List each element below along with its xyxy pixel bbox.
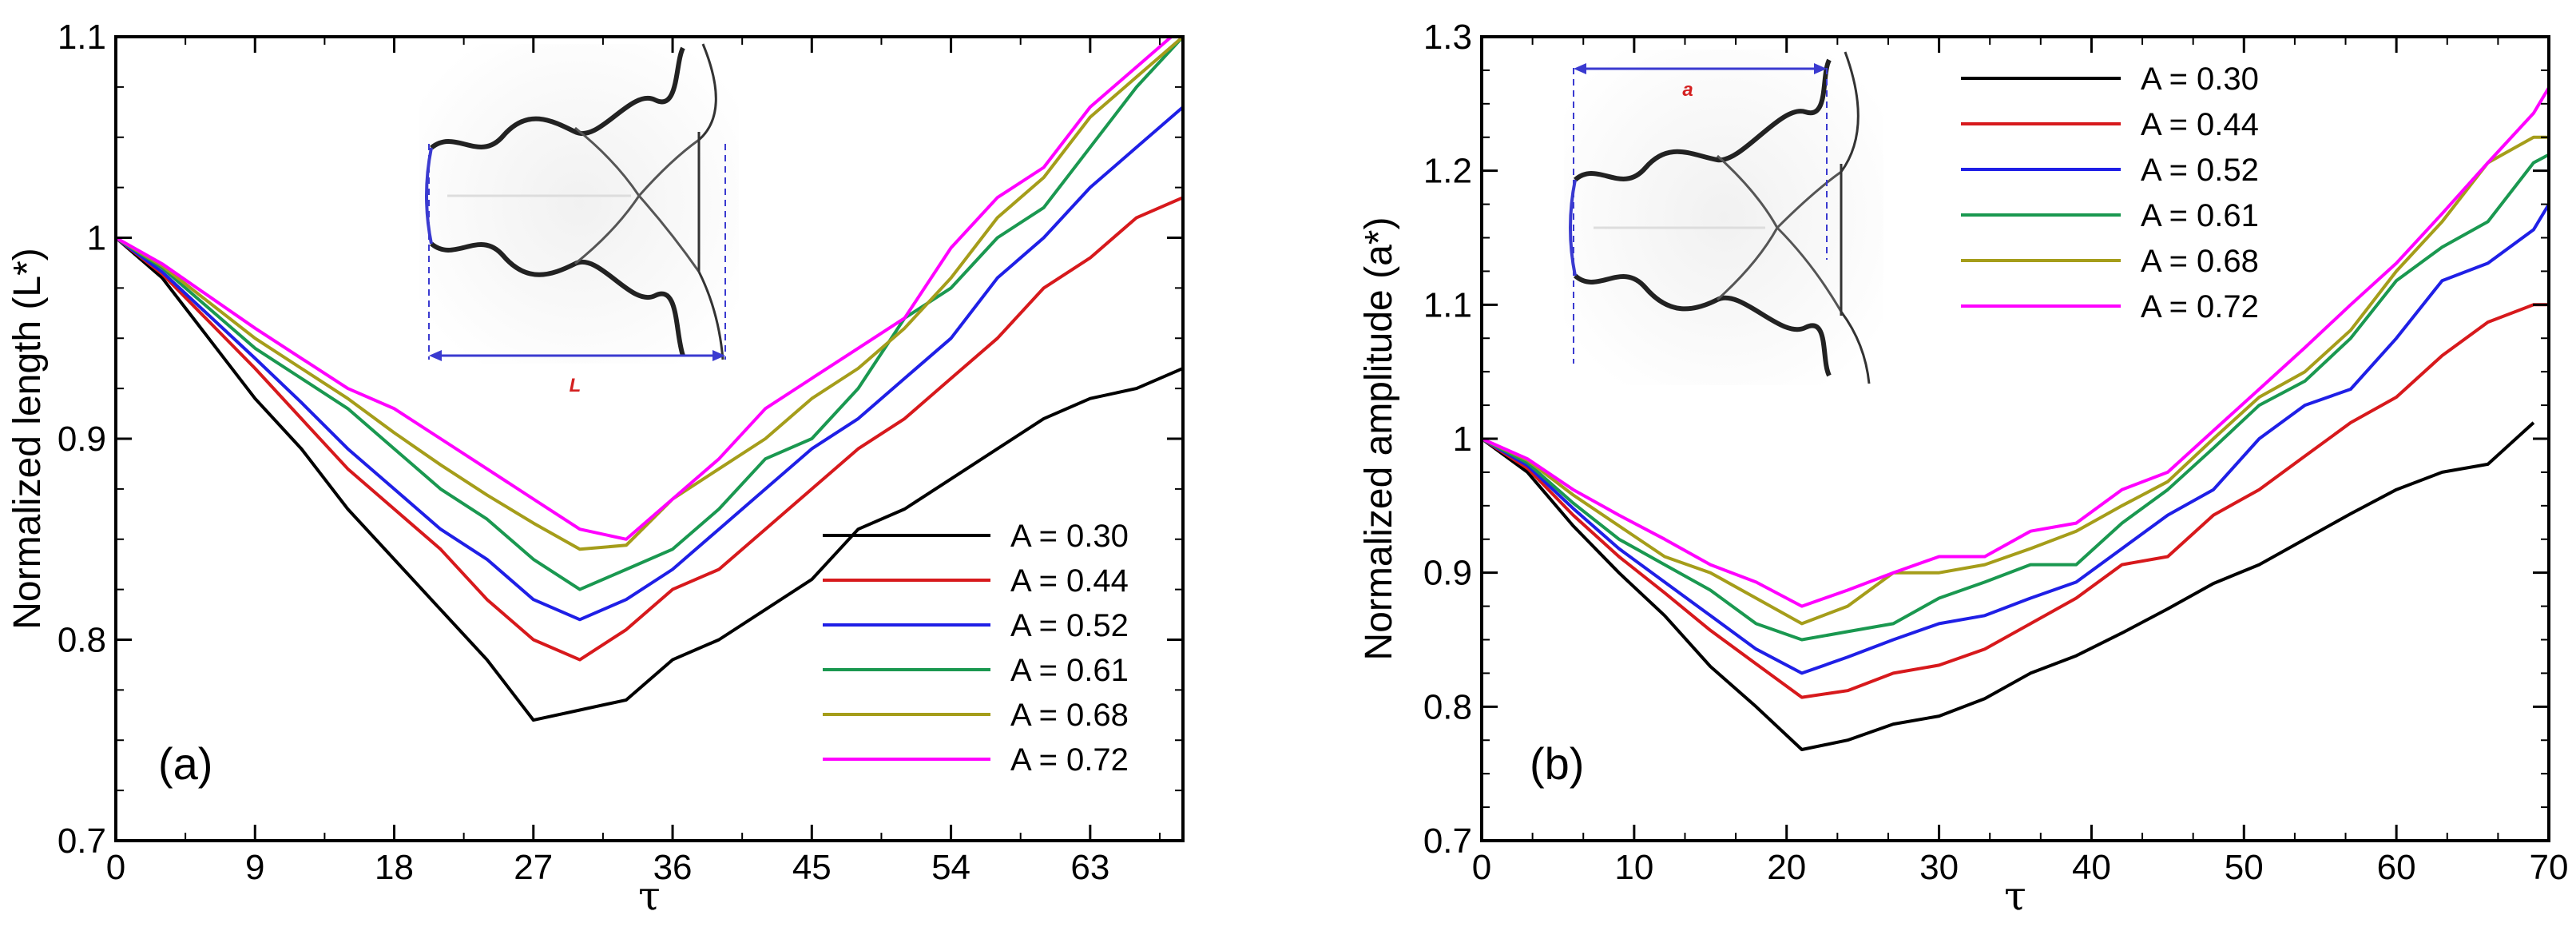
x-tick-label: 30 xyxy=(1919,848,1959,887)
panel-a-length: L 0 9 18 27 36 45 54 63 0.7 0.8 0.9 1 1.1 τ Normali… xyxy=(6,18,1185,919)
inset-b-left-edge xyxy=(1569,179,1577,277)
legend-label: A = 0.52 xyxy=(2141,153,2259,188)
legend-label: A = 0.30 xyxy=(1010,519,1129,554)
panel-b-legend: A = 0.30 A = 0.44 A = 0.52 A = 0.61 A = 0.68… xyxy=(1961,62,2259,324)
panel-a-legend: A = 0.30 A = 0.44 A = 0.52 A = 0.61 A = 0.68… xyxy=(823,519,1129,778)
legend-label: A = 0.61 xyxy=(1010,653,1129,688)
y-tick-label: 0.7 xyxy=(1423,822,1472,861)
panel-b-series-line-0 xyxy=(1482,421,2535,751)
panel-b-series-line-1 xyxy=(1482,303,2549,699)
panel-b-x-ticks: 0 10 20 30 40 50 60 70 xyxy=(1472,37,2569,887)
y-tick-label: 1 xyxy=(1453,420,1472,459)
x-tick-label: 0 xyxy=(1472,848,1491,887)
legend-label: A = 0.72 xyxy=(2141,289,2259,324)
y-tick-label: 0.9 xyxy=(58,420,106,459)
panel-b-series-line-3 xyxy=(1482,153,2549,642)
inset-b-shock-outer xyxy=(1840,51,1871,384)
panel-b-label: (b) xyxy=(1530,738,1584,789)
panel-b-series-line-5 xyxy=(1482,86,2549,608)
x-tick-label: 9 xyxy=(245,848,264,887)
y-tick-label: 1.2 xyxy=(1423,152,1472,191)
y-tick-label: 1.3 xyxy=(1423,18,1472,57)
y-tick-label: 0.7 xyxy=(58,822,106,861)
panel-a-series xyxy=(116,37,1183,722)
inset-b-background xyxy=(1564,50,1883,385)
inset-b-arrowhead-left xyxy=(1574,63,1586,74)
x-tick-label: 18 xyxy=(375,848,414,887)
panel-a-series-line-0 xyxy=(116,236,1183,722)
legend-label: A = 0.68 xyxy=(2141,244,2259,279)
x-tick-label: 27 xyxy=(514,848,553,887)
inset-b-upper-interface xyxy=(1574,58,1832,182)
legend-label: A = 0.68 xyxy=(1010,698,1129,733)
inset-b-triple-point xyxy=(1776,170,1843,312)
x-tick-label: 70 xyxy=(2530,848,2569,887)
legend-label: A = 0.44 xyxy=(2141,107,2259,142)
legend-label: A = 0.61 xyxy=(2141,198,2259,233)
x-tick-label: 20 xyxy=(1767,848,1806,887)
y-tick-label: 1.1 xyxy=(58,18,106,57)
panel-b-inset-image: a xyxy=(1564,50,1883,385)
inset-a-shock-outer xyxy=(697,43,724,360)
panel-b-series xyxy=(1482,86,2549,751)
legend-label: A = 0.72 xyxy=(1010,742,1129,778)
panel-a-y-ticks: 0.7 0.8 0.9 1 1.1 xyxy=(58,18,1183,861)
panel-a-series-line-2 xyxy=(116,103,1183,622)
x-tick-label: 54 xyxy=(931,848,970,887)
panel-b-x-axis-title: τ xyxy=(2004,873,2026,919)
legend-label: A = 0.52 xyxy=(1010,608,1129,643)
panel-a-x-ticks: 0 9 18 27 36 45 54 63 xyxy=(106,37,1161,887)
x-tick-label: 50 xyxy=(2225,848,2264,887)
panel-a-y-axis-title: Normalized length (L*) xyxy=(6,248,49,630)
panel-b-y-axis-title: Normalized amplitude (a*) xyxy=(1358,217,1400,661)
legend-label: A = 0.30 xyxy=(2141,62,2259,97)
panel-b-amplitude: a 0 10 20 30 40 50 60 70 0.70.80.911.11.21.3 τ … xyxy=(1358,18,2568,919)
inset-a-arrowhead-right xyxy=(712,350,725,361)
y-tick-label: 0.9 xyxy=(1423,554,1472,593)
panel-a-series-line-5 xyxy=(116,37,1174,541)
panel-b-series-line-4 xyxy=(1482,135,2549,626)
panel-b-y-ticks: 0.7 0.8 0.9 1 1.1 1.2 1.3 xyxy=(1423,18,2549,861)
panel-a-series-line-1 xyxy=(116,196,1183,662)
x-tick-label: 36 xyxy=(653,848,693,887)
x-tick-label: 45 xyxy=(792,848,832,887)
panel-a-x-axis-title: τ xyxy=(638,873,661,919)
inset-b-label: a xyxy=(1682,79,1693,101)
legend-label: A = 0.44 xyxy=(1010,563,1129,599)
y-tick-label: 1 xyxy=(87,219,106,258)
inset-a-background xyxy=(419,44,739,364)
inset-a-label: L xyxy=(570,375,581,396)
inset-a-upper-interface xyxy=(430,46,685,150)
x-tick-label: 0 xyxy=(106,848,125,887)
x-tick-label: 63 xyxy=(1070,848,1109,887)
panel-a-inset-image: L xyxy=(419,43,739,396)
panel-b-series-line-2 xyxy=(1482,203,2549,675)
y-tick-label: 0.8 xyxy=(1423,687,1472,726)
panel-a-series-line-3 xyxy=(116,37,1183,591)
inset-a-arrowhead-left xyxy=(429,350,442,361)
inset-a-triple-point xyxy=(637,138,701,273)
y-tick-label: 1.1 xyxy=(1423,285,1472,324)
y-tick-label: 0.8 xyxy=(58,621,106,660)
x-tick-label: 40 xyxy=(2072,848,2111,887)
x-tick-label: 10 xyxy=(1614,848,1653,887)
panel-a-label: (a) xyxy=(158,738,212,789)
inset-b-arrowhead-right xyxy=(1814,63,1827,74)
x-tick-label: 60 xyxy=(2377,848,2416,887)
